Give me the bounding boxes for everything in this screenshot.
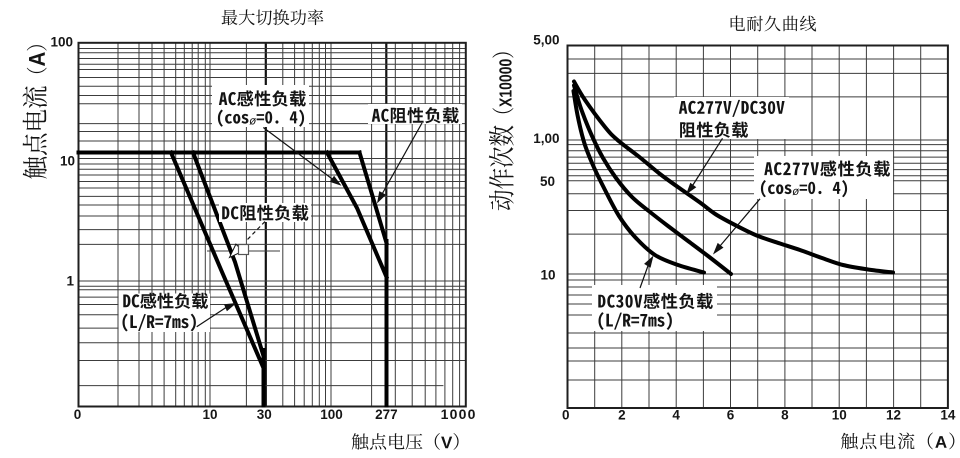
- svg-text:10: 10: [202, 407, 217, 422]
- svg-text:6: 6: [727, 407, 735, 422]
- svg-text:277: 277: [375, 407, 398, 422]
- svg-text:5,00: 5,00: [533, 33, 559, 48]
- svg-text:10: 10: [540, 268, 555, 283]
- svg-text:0: 0: [562, 407, 570, 422]
- svg-text:14: 14: [940, 407, 956, 422]
- svg-text:100: 100: [320, 407, 343, 422]
- svg-text:12: 12: [886, 407, 901, 422]
- svg-text:30: 30: [257, 407, 272, 422]
- svg-text:1: 1: [66, 274, 74, 289]
- svg-text:2: 2: [618, 407, 626, 422]
- svg-text:100: 100: [50, 35, 73, 50]
- svg-text:1,00: 1,00: [533, 131, 559, 146]
- svg-text:4: 4: [672, 407, 680, 422]
- svg-text:8: 8: [781, 407, 789, 422]
- svg-text:50: 50: [540, 174, 555, 189]
- svg-text:10: 10: [60, 153, 75, 168]
- svg-text:0: 0: [74, 407, 82, 422]
- svg-text:10: 10: [832, 407, 847, 422]
- svg-text:1000: 1000: [441, 406, 477, 422]
